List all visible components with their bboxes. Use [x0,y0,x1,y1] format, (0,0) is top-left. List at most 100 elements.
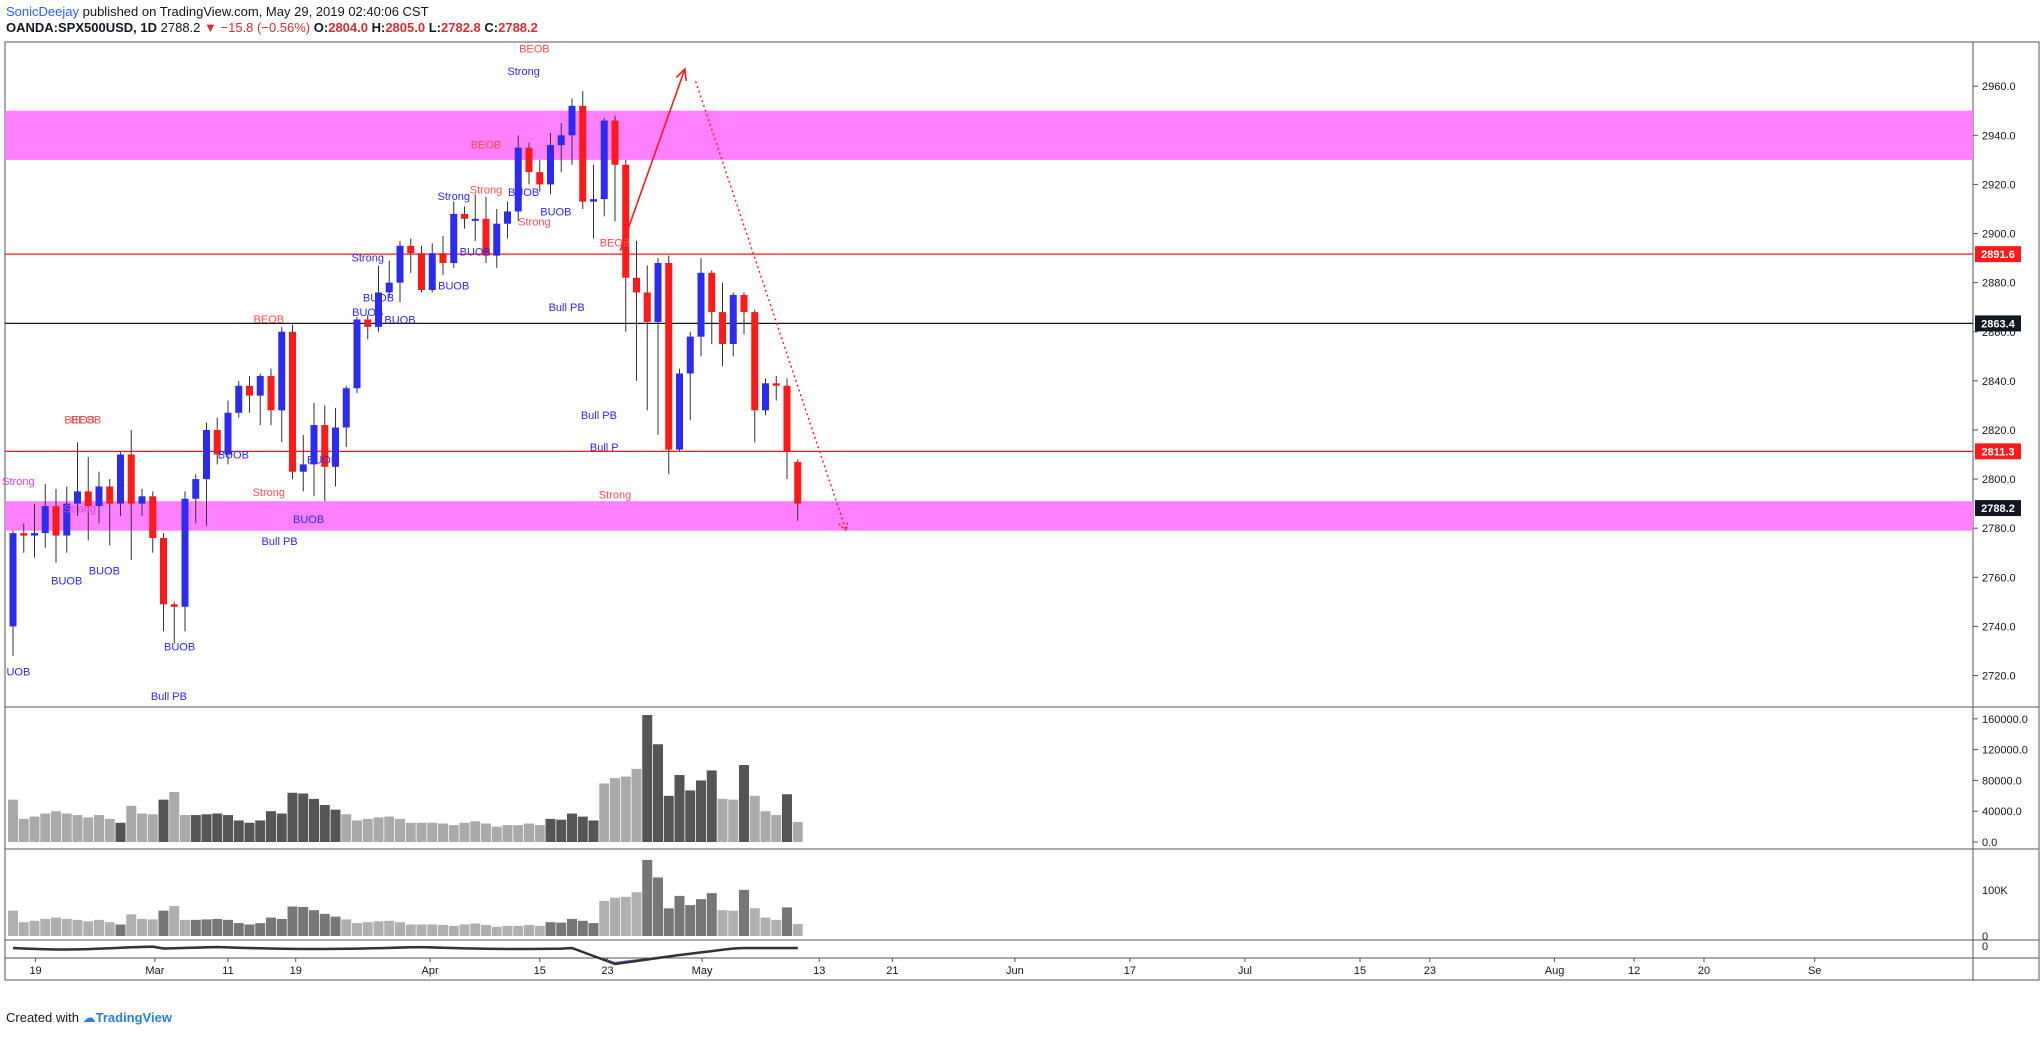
volume2-bar [233,923,244,936]
volume-bar [330,809,341,842]
volume2-bar [341,919,352,936]
signal-label: Bull PB [549,302,585,314]
volume-bar [352,820,362,842]
volume-bar [137,813,147,842]
volume2-bar [610,897,620,936]
volume2-bar [556,922,567,936]
candle-body [63,503,71,536]
x-tick-label: 20 [1698,965,1710,977]
signal-label: BEOB [519,44,550,56]
signal-label: BUOB [89,566,120,578]
signal-label: BEOB [471,140,502,152]
volume-bar [83,817,94,842]
x-tick-label: 23 [1424,965,1436,977]
signal-label: Strong [2,476,34,488]
candle-body [719,312,726,345]
ohlc-line: OANDA:SPX500USD, 1D 2788.2 ▼ −15.8 (−0.5… [6,20,538,36]
candle-body [224,412,232,455]
volume-bar [201,814,212,842]
candle-body [375,292,382,327]
volume-bar [620,776,631,842]
candle-body [514,147,522,212]
candle-body [590,199,597,202]
candle-body [299,464,307,472]
footer: Created with ☁TradingView [6,1010,172,1026]
candle-body [783,385,791,453]
volume2-bar [352,923,362,936]
candle-body [235,385,243,413]
volume2-bar [642,859,653,936]
signal-label: Strong [352,252,384,264]
volume-tick-label: 160000.0 [1982,714,2028,726]
volume-bar [706,770,717,842]
volume2-bar [674,895,685,936]
volume-bar [491,826,502,842]
volume-bar [749,795,760,842]
price-label-box [1975,443,2021,460]
signal-label: BUOB [51,575,82,587]
candle-body [611,120,619,165]
open-label: O: [313,20,329,35]
volume2-bar [373,921,384,936]
volume2-bar [276,918,287,936]
candle-body [321,425,329,467]
x-tick-label: 15 [1354,965,1366,977]
volume-bar [448,825,459,842]
x-tick-label: 17 [1124,965,1136,977]
signal-label: Bull PB [581,410,617,422]
volume2-bar [330,916,341,936]
candle-body [364,319,372,327]
volume-bar [502,825,513,842]
volume2-bar [524,924,534,936]
x-tick-label: Aug [1545,965,1565,977]
candle-body [74,491,81,504]
candle-body [9,533,17,627]
close-label: C: [484,20,499,35]
volume2-bar [502,925,513,936]
candle-body [525,147,533,173]
candle-body [708,272,716,313]
chart-area[interactable]: 2960.02940.02920.02900.02880.02860.02840… [0,0,2041,1000]
volume-bar [459,822,470,842]
candle-body [482,218,490,256]
volume2-bar [427,924,438,936]
volume-tick-label: 120000.0 [1982,745,2028,757]
volume2-bar [212,918,223,936]
volume-bar [190,815,201,842]
volume2-bar [739,889,749,936]
candle-body [160,538,167,605]
candle-body [246,385,253,396]
y-tick-label: 2740.0 [1982,621,2016,633]
author-link[interactable]: SonicDeejay [6,4,79,19]
candle-body [471,218,479,221]
volume2-bar [577,920,588,936]
projection-arrow-head [838,520,849,533]
candle-body [676,373,683,450]
price-label-box [1975,500,2021,517]
volume2-bar [448,925,459,936]
signal-label: BUOB [293,514,324,526]
candle-body [117,454,124,504]
x-tick-label: Mar [145,965,164,977]
tradingview-brand[interactable]: TradingView [95,1010,172,1025]
candle-body [557,135,565,146]
candle-body [504,211,511,224]
candle-body [772,383,780,386]
price-label-text: 2788.2 [1981,503,2015,515]
signal-label: BUOB [352,307,383,319]
volume-bar [51,811,61,842]
volume-bar [8,799,18,842]
price-change: −15.8 (−0.56%) [220,20,311,35]
volume2-bar [395,922,405,936]
candle-body [127,454,135,504]
candle-body [310,425,318,465]
volume2-bar [384,920,395,936]
x-tick-label: 11 [222,965,233,977]
signal-label: BEOB [254,314,285,326]
x-tick-label: Jun [1006,965,1024,977]
oscillator-line [12,945,798,966]
x-tick-label: Jul [1238,965,1252,977]
candle-body [547,145,554,185]
x-tick-label: 12 [1628,965,1640,977]
volume-bar [126,805,137,842]
